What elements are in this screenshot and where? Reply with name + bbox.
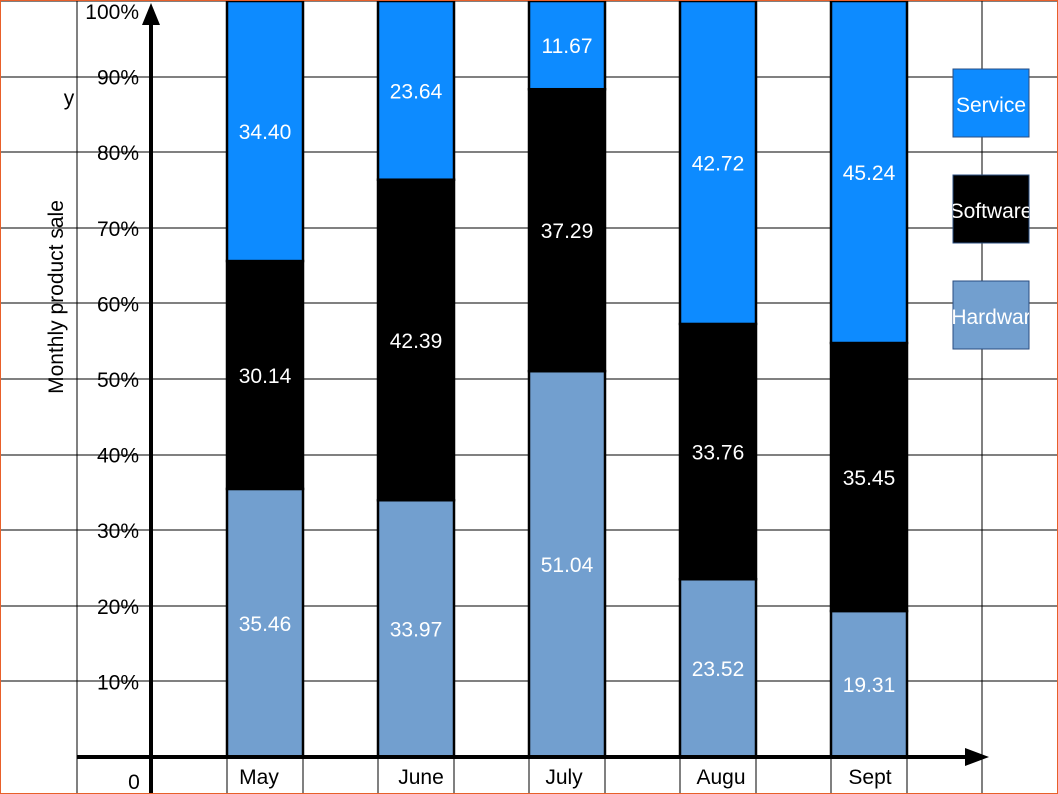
- data-label: 42.72: [692, 152, 745, 175]
- data-label: 19.31: [843, 674, 896, 697]
- data-label: 42.39: [390, 330, 443, 353]
- bar-segment: [225, 1, 305, 263]
- category-label: Sept: [848, 766, 891, 789]
- y-tick-label: 90%: [97, 67, 139, 90]
- bar-segment: [527, 87, 607, 373]
- bar-segment: [829, 609, 909, 759]
- y-axis-title: Monthly product sale: [45, 200, 68, 394]
- bar-segment: [829, 1, 909, 345]
- legend-swatch: [952, 174, 1030, 244]
- data-label: 34.40: [239, 121, 292, 144]
- bar-segment: [225, 259, 305, 491]
- data-label: 35.46: [239, 613, 292, 636]
- y-tick-label: 50%: [97, 369, 139, 392]
- data-label: 23.52: [692, 658, 745, 681]
- data-label: 33.97: [390, 619, 443, 642]
- legend-swatch: [952, 280, 1030, 350]
- legend-label: Service: [956, 94, 1026, 117]
- y-tick-label: 10%: [97, 671, 139, 694]
- data-label: 23.64: [390, 80, 443, 103]
- y-axis-marker: y: [64, 87, 75, 110]
- category-label: June: [398, 766, 444, 789]
- axes: [77, 3, 989, 793]
- data-label: 45.24: [843, 162, 896, 185]
- y-tick-label: 60%: [97, 293, 139, 316]
- x-axis-arrowhead: [965, 748, 989, 766]
- y-axis-arrowhead: [142, 3, 160, 25]
- bar-segment: [678, 1, 758, 326]
- bars: [225, 1, 909, 759]
- bar-segment: [678, 322, 758, 581]
- y-tick-label: 70%: [97, 218, 139, 241]
- labels: 35.46 30.14 34.40 33.97 42.39 23.64 51.04 37.29…: [45, 1, 896, 793]
- category-label: May: [239, 766, 279, 789]
- y-tick-label: 30%: [97, 520, 139, 543]
- y-tick-label: 80%: [97, 142, 139, 165]
- y-tick-label: 20%: [97, 596, 139, 619]
- legend-label: Hardwar: [951, 306, 1030, 329]
- bar-segment: [527, 1, 607, 91]
- data-label: 33.76: [692, 442, 745, 465]
- data-label: 37.29: [541, 220, 594, 243]
- legend-label: Software: [950, 200, 1033, 223]
- y-tick-label: 100%: [85, 1, 139, 24]
- category-label: July: [545, 766, 583, 789]
- data-label: 51.04: [541, 554, 594, 577]
- bar-segment: [376, 178, 456, 502]
- legend: Service Software Hardwar: [950, 68, 1033, 350]
- bar-segment: [376, 1, 456, 181]
- data-label: 11.67: [542, 35, 593, 58]
- bar-segment: [829, 341, 909, 613]
- legend-swatch: [952, 68, 1030, 138]
- category-label: Augu: [696, 766, 745, 789]
- data-label: 35.45: [843, 467, 896, 490]
- data-label: 30.14: [239, 365, 292, 388]
- y-tick-label: 40%: [97, 445, 139, 468]
- bar-segment: [678, 577, 758, 759]
- origin-label: 0: [128, 771, 140, 793]
